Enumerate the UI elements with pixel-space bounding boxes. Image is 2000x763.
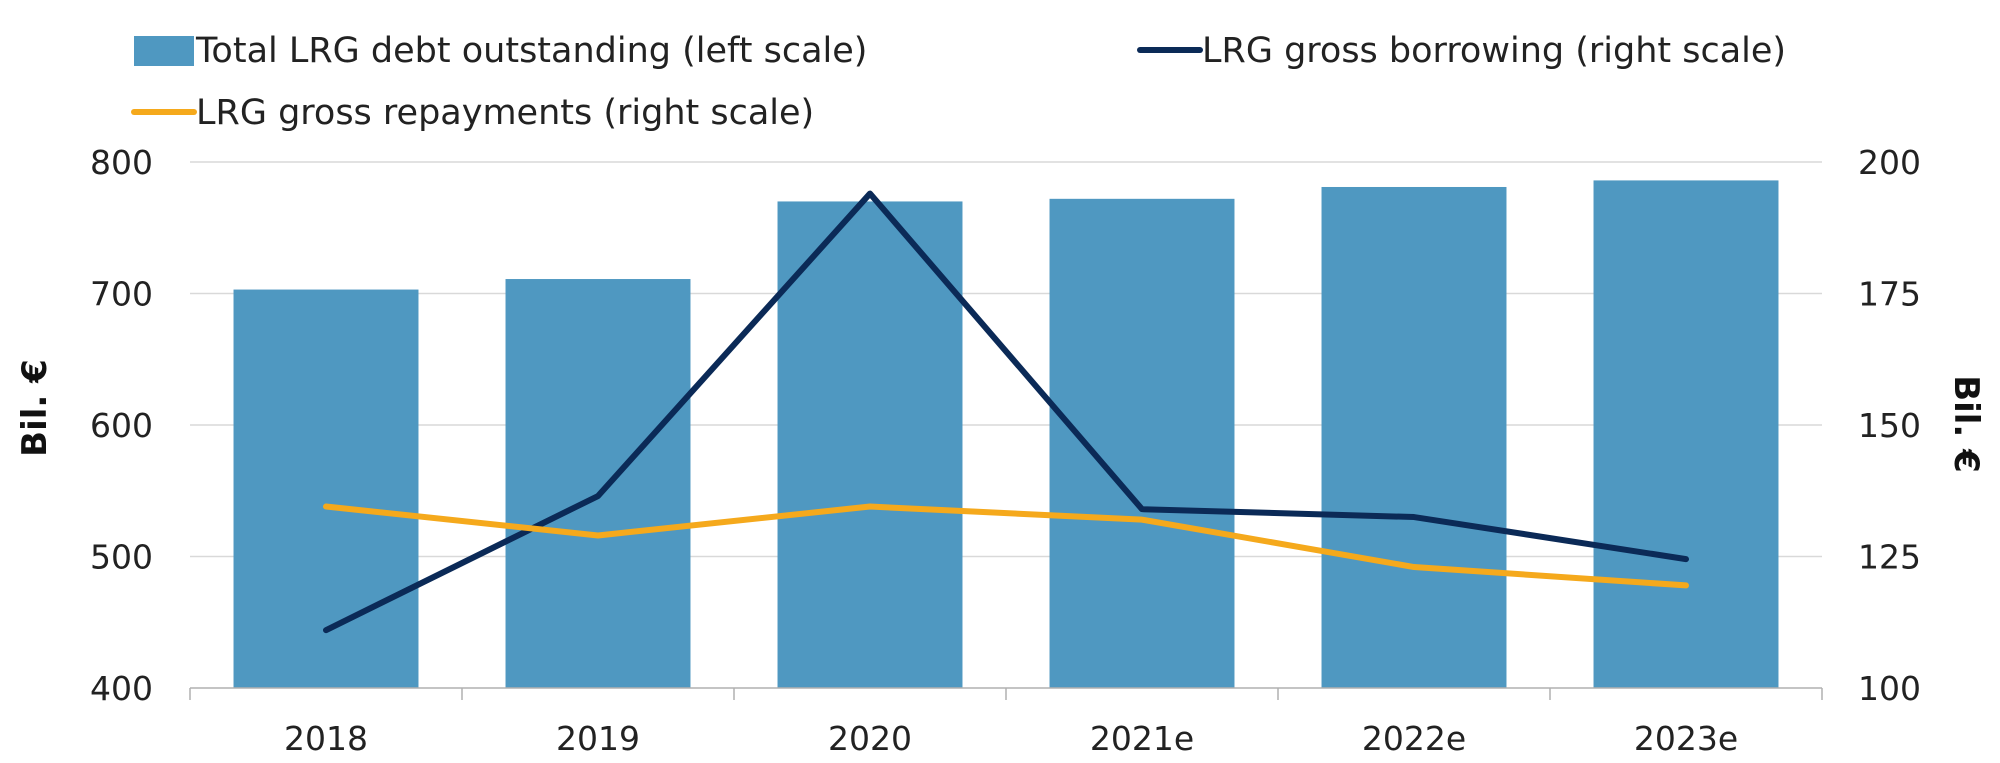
x-tick-label: 2021e <box>1090 719 1194 758</box>
legend-swatch-debt-outstanding <box>134 36 194 66</box>
x-tick-label: 2019 <box>556 719 640 758</box>
x-tick-label: 2022e <box>1362 719 1466 758</box>
legend-label: LRG gross repayments (right scale) <box>196 93 814 133</box>
bar-debt-outstanding <box>233 289 419 688</box>
x-tick-label: 2018 <box>284 719 368 758</box>
y-right-tick-label: 200 <box>1858 143 1921 182</box>
y-right-tick-label: 125 <box>1858 538 1921 577</box>
x-tick-label: 2023e <box>1634 719 1738 758</box>
line-gross-borrowing <box>323 190 1689 634</box>
legend-label: LRG gross borrowing (right scale) <box>1202 31 1786 71</box>
x-tick-label: 2020 <box>828 719 912 758</box>
axes: 400 500 600 700 800 100 125 150 175 200 2018 2019 20… <box>90 143 1921 758</box>
bar-series <box>233 180 1779 689</box>
y-left-tick-label: 700 <box>90 275 153 314</box>
gridlines <box>190 161 1822 558</box>
y-left-tick-label: 400 <box>90 669 153 708</box>
bar-debt-outstanding <box>1049 198 1235 688</box>
legend: Total LRG debt outstanding (left scale) L… <box>131 31 1786 133</box>
y-axis-right-title: Bil. € <box>1946 375 1986 473</box>
y-right-tick-label: 150 <box>1858 406 1921 445</box>
y-left-tick-label: 500 <box>90 538 153 577</box>
legend-label: Total LRG debt outstanding (left scale) <box>195 31 867 71</box>
y-axis-left-title: Bil. € <box>15 359 55 457</box>
y-left-tick-label: 600 <box>90 406 153 445</box>
bar-debt-outstanding <box>505 279 691 688</box>
line-series <box>323 190 1689 634</box>
bar-debt-outstanding <box>777 201 963 688</box>
bar-debt-outstanding <box>1321 186 1507 689</box>
y-right-tick-label: 100 <box>1858 669 1921 708</box>
y-left-tick-label: 800 <box>90 143 153 182</box>
bar-debt-outstanding <box>1593 180 1779 688</box>
y-right-tick-label: 175 <box>1858 275 1921 314</box>
line-gross-repayments <box>323 503 1689 589</box>
